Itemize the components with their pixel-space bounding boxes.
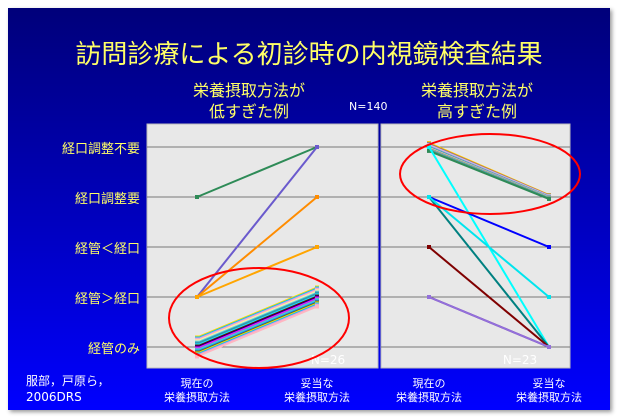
y-tick-label: 経管のみ xyxy=(87,342,140,357)
series-line xyxy=(428,196,550,298)
data-point xyxy=(427,148,431,153)
panel-n-label: N=23 xyxy=(503,353,537,367)
data-point xyxy=(315,195,319,199)
data-point xyxy=(427,195,431,199)
source-authors: 服部，戸原ら， xyxy=(26,374,110,388)
right-panel-title: 栄養摂取方法が 高すぎた例 xyxy=(421,80,533,122)
series-line xyxy=(428,246,550,348)
series-line xyxy=(196,305,318,358)
y-tick-label: 経口調整要 xyxy=(74,192,140,207)
series-line xyxy=(196,246,318,298)
right-title-line2: 高すぎた例 xyxy=(437,102,518,121)
slide-title: 訪問診療による初診時の内視鏡検査結果 xyxy=(75,40,543,70)
total-n: N=140 xyxy=(349,100,388,113)
left-panel-title: 栄養摂取方法が 低すぎた例 xyxy=(193,80,305,122)
x-tick-label: 現在の 栄養摂取方法 xyxy=(396,377,462,404)
left-title-line1: 栄養摂取方法が xyxy=(193,81,306,100)
series-line xyxy=(428,196,550,248)
series-line xyxy=(428,196,550,348)
panel-background xyxy=(380,123,571,369)
data-point xyxy=(427,245,431,249)
data-point xyxy=(195,295,199,299)
series-line xyxy=(196,196,318,298)
series-line xyxy=(428,296,550,348)
source-citation: 服部，戸原ら， 2006DRS xyxy=(26,373,110,405)
data-point xyxy=(427,295,431,299)
data-point xyxy=(547,345,551,349)
series-line xyxy=(428,149,550,200)
data-point xyxy=(315,245,319,249)
x-tick-label: 現在の 栄養摂取方法 xyxy=(164,377,230,404)
data-point xyxy=(547,196,551,201)
left-title-line2: 低すぎた例 xyxy=(209,102,290,121)
source-year: 2006DRS xyxy=(26,390,82,404)
panel-background xyxy=(146,123,379,369)
right-title-line1: 栄養摂取方法が xyxy=(421,81,534,100)
slide: 訪問診療による初診時の内視鏡検査結果 栄養摂取方法が 低すぎた例 栄養摂取方法が高… xyxy=(8,8,610,410)
y-tick-label: 経口調整不要 xyxy=(61,142,140,157)
plot-area: N=26 N=23 xyxy=(146,123,581,369)
y-tick-label: 経管＞経口 xyxy=(74,292,140,307)
data-point xyxy=(195,354,199,359)
highlight-ellipse xyxy=(168,267,350,369)
data-point xyxy=(547,245,551,249)
highlight-ellipse xyxy=(399,133,581,215)
panel-n-label: N=26 xyxy=(311,353,345,367)
x-tick-label: 妥当な 栄養摂取方法 xyxy=(516,377,582,404)
data-point xyxy=(315,304,319,309)
data-point xyxy=(427,145,431,149)
series-line xyxy=(196,146,318,198)
data-point xyxy=(195,195,199,199)
series-line xyxy=(196,146,318,298)
data-point xyxy=(315,145,319,149)
y-tick-label: 経管＜経口 xyxy=(74,242,140,257)
x-tick-label: 妥当な 栄養摂取方法 xyxy=(284,377,350,404)
data-point xyxy=(547,295,551,299)
